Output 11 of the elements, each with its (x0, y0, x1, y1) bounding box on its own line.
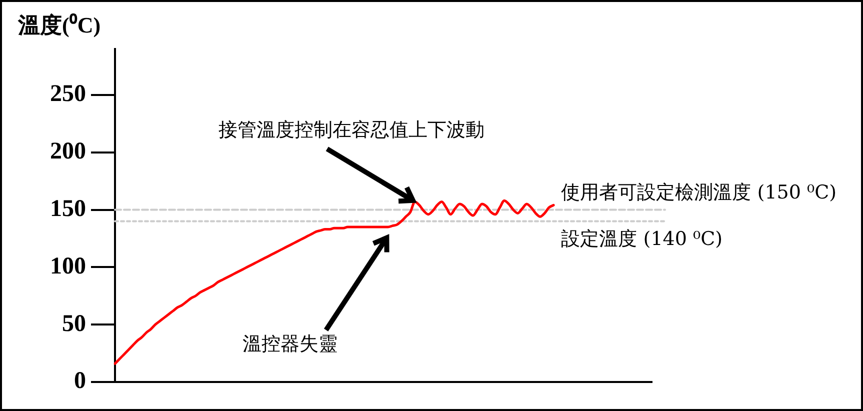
y-tick-label: 50 (62, 310, 86, 337)
annotation: 溫控器失靈 (242, 332, 338, 355)
y-tick-label: 250 (50, 81, 86, 108)
ref-line-label: 使用者可設定檢測溫度 (150 ⁰C) (561, 182, 837, 204)
annotation: 接管溫度控制在容忍值上下波動 (218, 118, 484, 141)
y-tick-label: 200 (50, 138, 86, 165)
ref-line-label: 設定溫度 (140 ⁰C) (561, 228, 723, 250)
y-tick-label: 100 (50, 253, 86, 280)
y-tick-label: 150 (50, 196, 86, 222)
y-tick-label: 0 (74, 368, 86, 394)
y-axis-title: 溫度(⁰C) (17, 12, 101, 38)
